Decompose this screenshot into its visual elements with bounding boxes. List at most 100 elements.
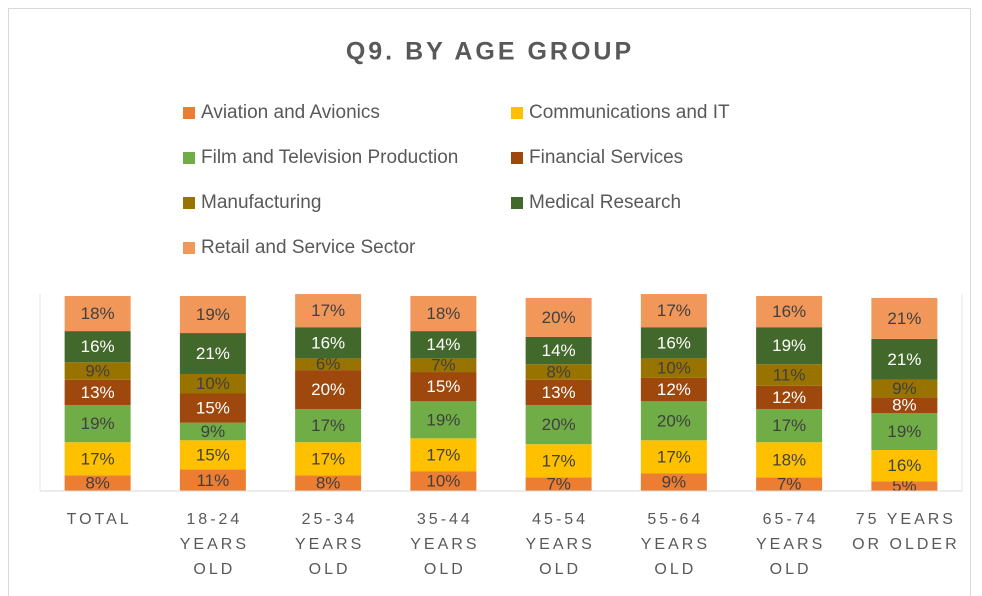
data-label: 21% <box>196 344 230 363</box>
data-label: 19% <box>772 336 806 355</box>
bar-segment <box>640 473 707 491</box>
data-label: 18% <box>426 304 460 323</box>
data-label: 10% <box>426 472 460 491</box>
bar-segment <box>756 477 823 491</box>
bar-segment <box>179 333 246 374</box>
bar-segment <box>525 379 592 406</box>
data-label: 16% <box>657 333 691 352</box>
data-label: 20% <box>311 380 345 399</box>
data-label: 20% <box>542 415 576 434</box>
legend-label: Communications and IT <box>529 102 730 123</box>
data-label: 14% <box>426 335 460 354</box>
data-label: 18% <box>772 450 806 469</box>
bar-segment <box>295 294 362 328</box>
bar-segment <box>871 413 938 451</box>
legend-swatch <box>511 107 523 119</box>
bar-segment <box>64 405 131 443</box>
bar-segment <box>410 401 477 439</box>
bar-segment <box>295 442 362 476</box>
data-label: 7% <box>546 475 571 494</box>
bar-segment <box>64 331 131 363</box>
data-label: 9% <box>85 362 110 381</box>
x-tick-label: 35-44 YEARS OLD <box>410 511 480 578</box>
data-label: 17% <box>772 416 806 435</box>
bar-segment <box>64 296 131 332</box>
bar-segment <box>410 358 477 373</box>
data-label: 17% <box>311 449 345 468</box>
data-label: 6% <box>316 355 341 374</box>
data-label: 16% <box>311 333 345 352</box>
data-label: 16% <box>887 456 921 475</box>
data-label: 7% <box>431 356 456 375</box>
bar-segment <box>640 327 707 359</box>
data-label: 11% <box>196 471 229 490</box>
bar-segment <box>179 374 246 394</box>
x-tick-label: 65-74 YEARS OLD <box>756 511 826 578</box>
x-tick-label: 18-24 YEARS OLD <box>179 511 249 578</box>
data-label: 9% <box>662 473 687 492</box>
x-tick-label: 25-34 YEARS OLD <box>295 511 365 578</box>
bar-segment <box>640 401 707 441</box>
legend-label: Medical Research <box>529 192 681 213</box>
bar-segment <box>756 364 823 386</box>
data-label: 17% <box>426 445 460 464</box>
data-label: 17% <box>81 449 115 468</box>
bar-segment <box>871 379 938 398</box>
data-label: 14% <box>542 341 576 360</box>
legend-label: Film and Television Production <box>201 147 458 168</box>
bar-segment <box>756 409 823 443</box>
bar-segment <box>871 338 938 380</box>
data-label: 8% <box>892 396 917 415</box>
bar-segment <box>295 475 362 491</box>
data-label: 8% <box>85 474 110 493</box>
bar-segment <box>64 379 131 406</box>
bar-segment <box>295 327 362 359</box>
bar-segment <box>871 297 938 339</box>
bar-segment <box>525 405 592 445</box>
data-label: 10% <box>196 374 230 393</box>
legend-swatch <box>183 242 195 254</box>
bar-segment <box>64 475 131 491</box>
legend-label: Manufacturing <box>201 192 321 213</box>
bar-segment <box>756 385 823 410</box>
bar-segment <box>179 440 246 470</box>
data-label: 17% <box>657 447 691 466</box>
data-label: 19% <box>887 422 921 441</box>
bar-segment <box>525 336 592 365</box>
x-tick-label: 75 YEARS OR OLDER <box>852 511 960 553</box>
bar-segment <box>756 296 823 328</box>
bar-segment <box>179 422 246 441</box>
bar-segment <box>179 469 246 491</box>
data-label: 12% <box>772 388 806 407</box>
data-label: 19% <box>426 410 460 429</box>
bar-segment <box>64 442 131 476</box>
data-label: 11% <box>773 365 806 384</box>
bar-segment <box>64 362 131 380</box>
bar-segment <box>640 377 707 402</box>
bar-segment <box>295 370 362 410</box>
x-tick-label: TOTAL <box>66 511 132 528</box>
bar-segment <box>640 294 707 328</box>
bar-segment <box>410 438 477 472</box>
data-label: 7% <box>777 475 802 494</box>
data-label: 9% <box>201 422 226 441</box>
data-label: 8% <box>316 474 341 493</box>
bar-segment <box>295 358 362 371</box>
bar-segment <box>525 477 592 491</box>
chart-title: Q9. BY AGE GROUP <box>346 38 634 66</box>
data-label: 13% <box>542 383 576 402</box>
data-label: 17% <box>657 301 691 320</box>
bar-segment <box>410 331 477 359</box>
data-label: 15% <box>426 377 460 396</box>
data-label: 21% <box>887 350 921 369</box>
bar-segment <box>525 444 592 478</box>
data-label: 15% <box>196 445 230 464</box>
data-label: 19% <box>196 305 230 324</box>
legend-label: Retail and Service Sector <box>201 237 416 258</box>
data-label: 21% <box>887 309 921 328</box>
bar-segment <box>871 397 938 413</box>
legend-label: Aviation and Avionics <box>201 102 380 123</box>
bar-segment <box>871 481 938 491</box>
legend-swatch <box>511 197 523 209</box>
